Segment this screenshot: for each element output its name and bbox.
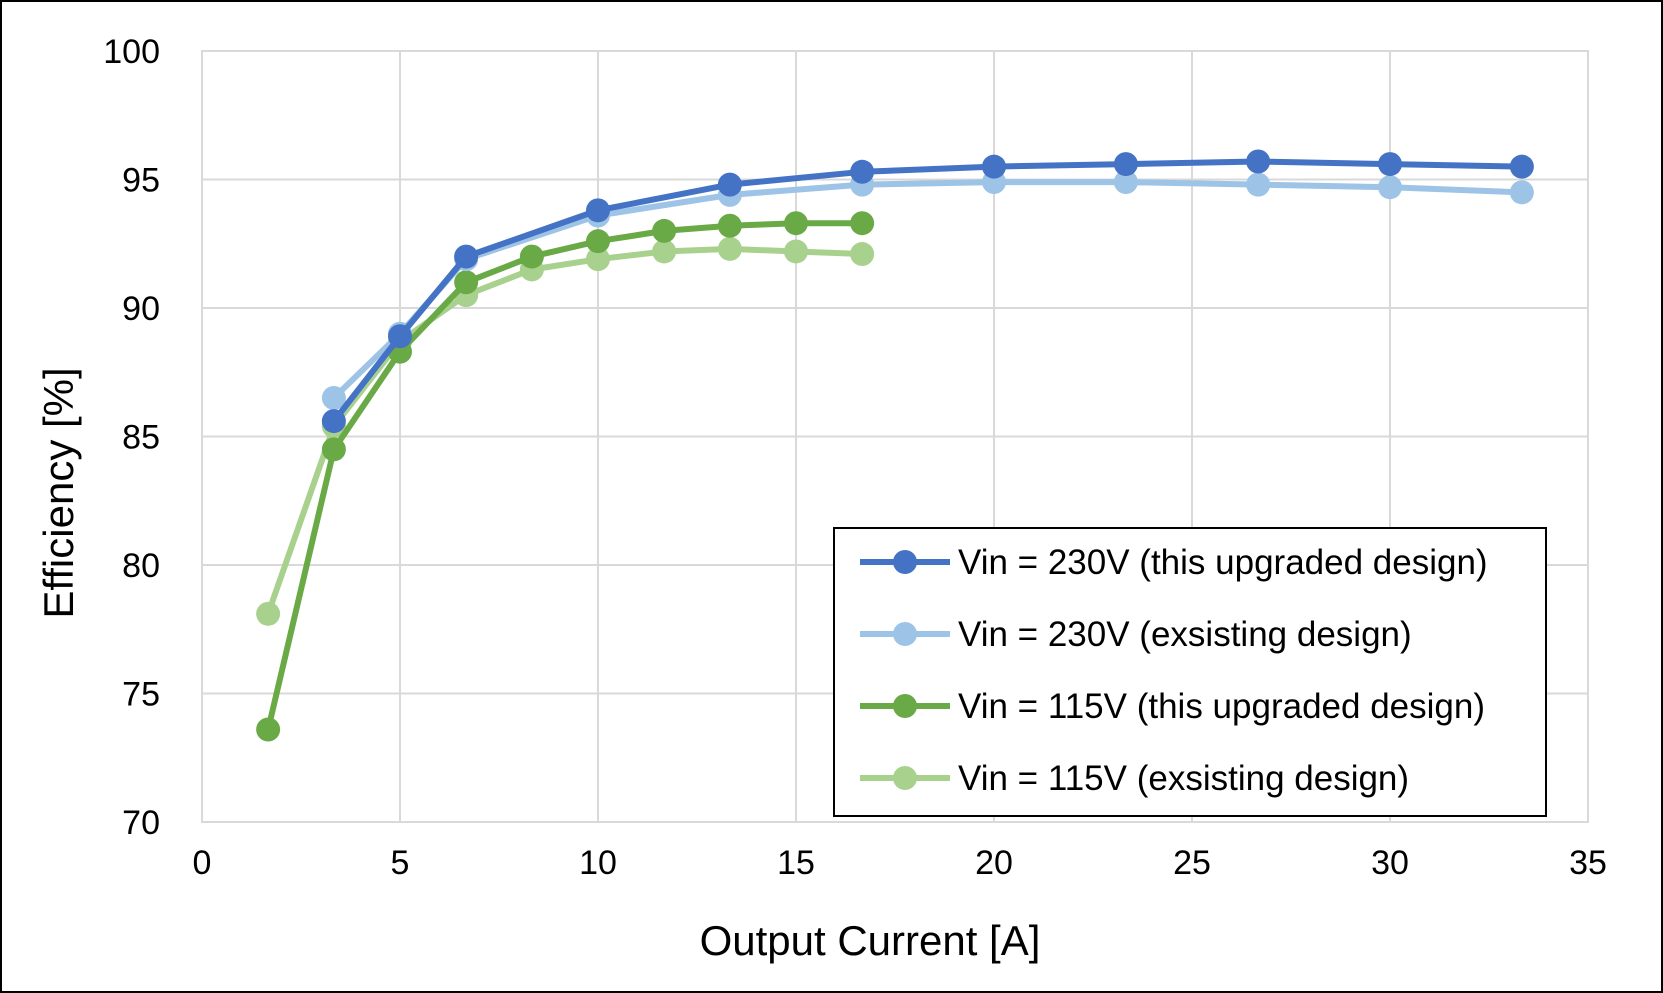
x-tick-label: 25 bbox=[1173, 844, 1211, 882]
legend-entry-1: Vin = 230V (this upgraded design) bbox=[860, 543, 1488, 582]
data-point bbox=[1113, 152, 1138, 177]
x-tick-label: 35 bbox=[1569, 844, 1607, 882]
data-point bbox=[321, 437, 346, 462]
y-tick-label: 90 bbox=[122, 290, 160, 328]
data-point bbox=[1246, 172, 1271, 197]
y-axis-ticks: 70 75 80 85 90 95 100 bbox=[103, 33, 160, 842]
x-axis-ticks: 0 5 10 15 20 25 30 35 bbox=[193, 844, 1607, 882]
data-point bbox=[1509, 154, 1534, 179]
x-tick-label: 20 bbox=[975, 844, 1013, 882]
series-line bbox=[330, 179, 1525, 401]
series-1 bbox=[321, 149, 1534, 434]
legend-entry-3: Vin = 115V (this upgraded design) bbox=[860, 687, 1485, 726]
data-point bbox=[454, 270, 479, 295]
data-point bbox=[982, 154, 1006, 179]
data-point bbox=[850, 159, 875, 184]
data-point bbox=[321, 409, 346, 434]
data-point bbox=[850, 242, 875, 267]
data-point bbox=[1378, 175, 1402, 200]
x-axis-title: Output Current [A] bbox=[700, 917, 1041, 964]
data-point bbox=[1113, 170, 1138, 195]
x-tick-label: 15 bbox=[777, 844, 815, 882]
data-point bbox=[717, 172, 742, 197]
data-point bbox=[586, 198, 610, 223]
data-point bbox=[784, 239, 808, 264]
series-group bbox=[256, 149, 1534, 742]
x-tick-label: 30 bbox=[1371, 844, 1409, 882]
legend-marker bbox=[893, 550, 917, 574]
legend-entry-4: Vin = 115V (exsisting design) bbox=[860, 759, 1409, 798]
series-3 bbox=[256, 211, 875, 742]
x-tick-label: 10 bbox=[579, 844, 617, 882]
legend-marker bbox=[893, 694, 917, 718]
x-tick-label: 5 bbox=[391, 844, 410, 882]
data-point bbox=[1246, 149, 1271, 174]
plot-area-border bbox=[201, 50, 1589, 823]
y-tick-label: 95 bbox=[122, 162, 160, 200]
data-point bbox=[388, 324, 412, 349]
data-point bbox=[454, 244, 479, 269]
data-point bbox=[586, 229, 610, 254]
y-tick-label: 85 bbox=[122, 419, 160, 457]
legend-label: Vin = 115V (this upgraded design) bbox=[958, 687, 1485, 726]
data-point bbox=[784, 211, 808, 236]
legend-box bbox=[833, 527, 1547, 817]
data-point bbox=[652, 218, 677, 243]
data-point bbox=[1378, 152, 1402, 177]
data-point bbox=[850, 211, 875, 236]
series-2 bbox=[321, 170, 1534, 410]
y-tick-label: 70 bbox=[122, 804, 160, 842]
data-point bbox=[1509, 180, 1534, 205]
data-point bbox=[256, 601, 281, 626]
legend-label: Vin = 230V (this upgraded design) bbox=[958, 543, 1488, 582]
legend-entry-2: Vin = 230V (exsisting design) bbox=[860, 615, 1412, 654]
legend-marker bbox=[893, 766, 917, 790]
y-tick-label: 75 bbox=[122, 676, 160, 714]
y-axis-title: Efficiency [%] bbox=[35, 367, 82, 618]
data-point bbox=[321, 385, 346, 410]
legend-label: Vin = 230V (exsisting design) bbox=[958, 615, 1412, 654]
legend: Vin = 230V (this upgraded design) Vin = 2… bbox=[833, 527, 1547, 817]
series-line bbox=[265, 245, 866, 617]
data-point bbox=[717, 236, 742, 261]
data-point bbox=[652, 239, 677, 264]
y-tick-label: 100 bbox=[103, 33, 160, 71]
data-point bbox=[256, 717, 281, 742]
data-point bbox=[717, 213, 742, 238]
legend-label: Vin = 115V (exsisting design) bbox=[958, 759, 1409, 798]
series-line bbox=[330, 158, 1525, 425]
x-tick-label: 0 bbox=[193, 844, 212, 882]
legend-marker bbox=[893, 622, 917, 646]
y-tick-label: 80 bbox=[122, 547, 160, 585]
data-point bbox=[519, 244, 544, 269]
data-point bbox=[586, 247, 610, 272]
series-line bbox=[265, 220, 866, 733]
